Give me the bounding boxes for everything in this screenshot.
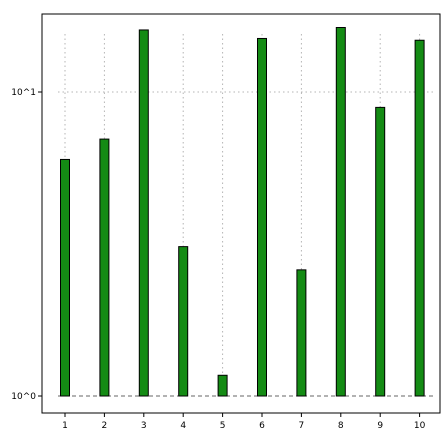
- bar-9: [375, 106, 386, 397]
- bar-8: [335, 26, 346, 397]
- x-tick-label: 1: [62, 421, 68, 431]
- bar-1: [60, 158, 70, 397]
- x-tick-label: 9: [377, 421, 383, 431]
- x-tick-label: 7: [299, 421, 305, 431]
- plot-frame: [41, 13, 441, 414]
- x-tick-label: 8: [338, 421, 344, 431]
- bar-6: [257, 37, 267, 397]
- x-tick-label: 10: [414, 421, 426, 431]
- x-tick-label: 2: [102, 421, 108, 431]
- bar-4: [178, 246, 189, 397]
- tick-labels: 10^0 10^1 1 2 3 4 5 6 7 8 9 10: [11, 88, 425, 431]
- x-tick-label: 3: [141, 421, 147, 431]
- x-tick-label: 4: [180, 421, 186, 431]
- y-tick-label: 10^0: [11, 392, 36, 402]
- x-tick-label: 5: [220, 421, 226, 431]
- bar-5: [217, 374, 228, 397]
- bar-10: [414, 39, 425, 397]
- bars: [60, 26, 425, 397]
- bar-3: [138, 29, 149, 397]
- bar-7: [296, 269, 307, 397]
- x-tick-label: 6: [259, 421, 265, 431]
- axis-ticks: [38, 91, 421, 417]
- bar-2: [99, 138, 110, 397]
- y-tick-label: 10^1: [11, 88, 36, 98]
